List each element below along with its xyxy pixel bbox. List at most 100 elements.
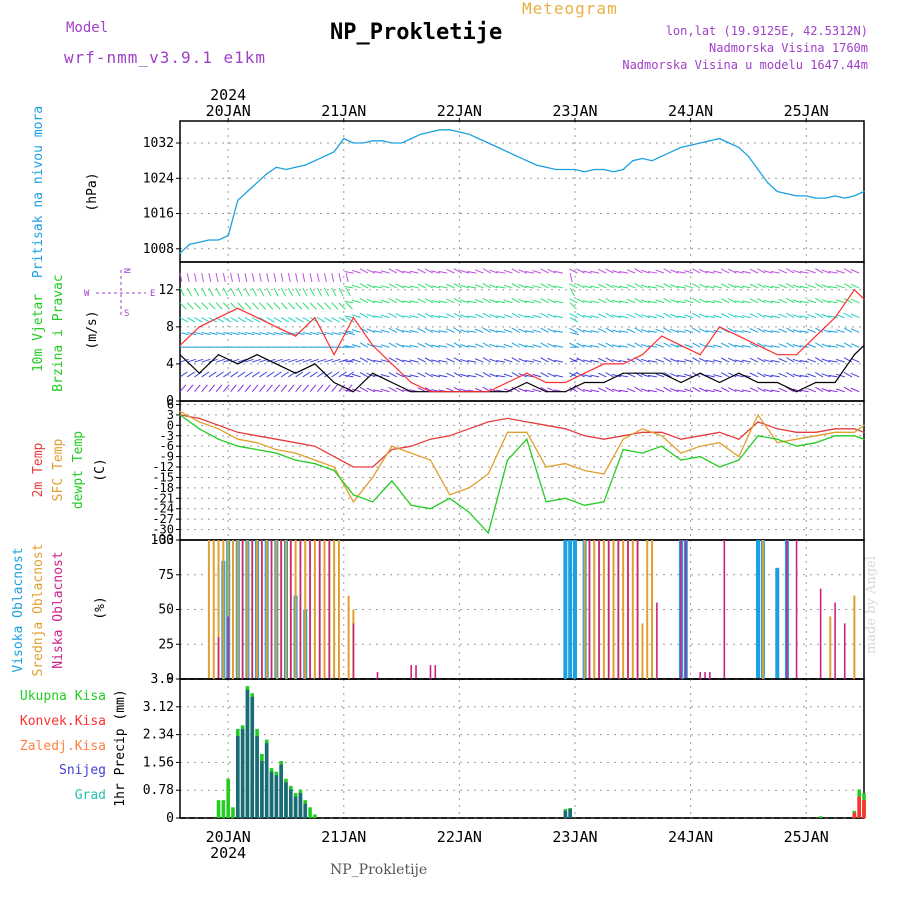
wind-barb — [626, 387, 636, 393]
wind-barb — [547, 268, 556, 274]
precip-bar — [260, 760, 264, 818]
wind-barb — [309, 331, 319, 336]
cloud-bar — [284, 540, 287, 679]
wind-barb — [503, 329, 513, 333]
wind-title-2: Brzina i Pravac — [51, 274, 66, 391]
wind-barb — [699, 313, 708, 319]
wind-barb — [295, 358, 305, 363]
cloud-bar — [819, 588, 822, 679]
wind-barb — [409, 359, 419, 363]
wind-barb — [684, 284, 694, 289]
temp-line-1-point — [295, 452, 297, 454]
wind-barb — [317, 317, 326, 323]
wind-barb — [676, 359, 686, 363]
wind-barb — [611, 373, 621, 378]
wind-barb — [324, 302, 332, 310]
wind-barb — [288, 302, 295, 310]
wind-barb — [395, 268, 405, 274]
wind-barb — [295, 302, 303, 310]
wind-barb — [749, 298, 759, 304]
temp-line-2-point — [776, 438, 778, 440]
wind-barb — [511, 386, 520, 393]
cloud-bar — [843, 623, 846, 679]
wind-barb — [582, 359, 592, 363]
wind-barb — [757, 327, 766, 333]
wind-barb — [647, 285, 657, 289]
wind_speed-line-point — [584, 381, 586, 384]
wind_speed-line-point — [391, 381, 393, 384]
wind-barb — [351, 284, 361, 289]
wind-barb — [670, 358, 679, 363]
wind-barb — [540, 342, 549, 348]
wind-barb — [763, 374, 773, 378]
cloud-bar — [795, 540, 798, 679]
cloud-bar — [602, 540, 605, 679]
wind-barb — [640, 343, 650, 348]
wind-barb — [799, 360, 809, 363]
top-date-label: 22JAN — [437, 102, 482, 120]
wind-barb — [201, 384, 208, 393]
wind-barb — [518, 284, 528, 289]
wind-barb — [373, 270, 383, 274]
temp-line-2-point — [680, 459, 682, 461]
temp-line-2-point — [661, 445, 663, 447]
pressure-line-point — [314, 160, 316, 162]
gust-line-point — [237, 307, 239, 309]
wind-barb — [728, 327, 737, 333]
pressure-line-point — [429, 131, 432, 133]
wind-barb — [640, 358, 650, 363]
wind-barb — [482, 283, 491, 289]
wind-barb — [208, 302, 216, 310]
wind-barb — [252, 331, 262, 336]
temp-line-1-point — [795, 438, 798, 440]
y-tick-label: 4 — [166, 357, 174, 372]
temp-line-1-point — [680, 452, 682, 454]
pressure-line-point — [786, 193, 788, 195]
wind-barb — [663, 268, 672, 274]
temp-line-1-point — [776, 442, 778, 444]
wind-barb — [582, 285, 592, 289]
wind-barb — [252, 317, 261, 323]
wind-barb — [511, 327, 520, 333]
wind-barb — [331, 358, 341, 363]
wind-barb — [569, 313, 578, 319]
wind-barb — [547, 372, 556, 378]
wind-barb — [244, 331, 254, 336]
wind_speed-line-point — [795, 391, 798, 393]
wind-barb — [640, 373, 650, 378]
wind-barb — [570, 331, 580, 336]
wind-barb — [431, 359, 441, 363]
wind-barb — [223, 371, 232, 378]
gust-line-point — [603, 363, 605, 365]
wind-barb — [634, 342, 643, 348]
wind-barb — [605, 268, 614, 274]
wind_speed-line-point — [776, 381, 778, 384]
precip-bar — [221, 800, 226, 818]
temp-line-0-point — [256, 435, 258, 437]
y-tick-label: 3.9 — [151, 672, 174, 687]
top-date-label: 23JAN — [552, 102, 597, 120]
wind-barb — [474, 269, 484, 274]
wind-barb — [734, 344, 744, 348]
precip-bar — [288, 789, 293, 818]
wind-barb — [720, 372, 730, 378]
temp-line-0-point — [295, 442, 297, 444]
wind-barb — [734, 300, 744, 304]
wind-barb — [287, 273, 291, 283]
temp-line-0-point — [506, 417, 509, 419]
wind-barb — [467, 345, 477, 348]
wind-barb — [273, 302, 281, 310]
cloud-bar — [756, 540, 761, 679]
temp-line-2-point — [314, 462, 316, 465]
temp-line-1-point — [179, 410, 181, 413]
cloud-bar — [723, 540, 726, 679]
wind-barb — [186, 287, 192, 297]
wind-barb — [684, 299, 694, 304]
wind-barb — [467, 359, 477, 363]
y-tick-label: 6 — [167, 397, 174, 411]
temp-line-2-point — [275, 452, 277, 454]
wind-barb — [569, 327, 578, 333]
wind_speed-line-point — [680, 381, 682, 384]
temp-line-2-point — [217, 438, 220, 440]
wind-barb — [828, 330, 838, 333]
